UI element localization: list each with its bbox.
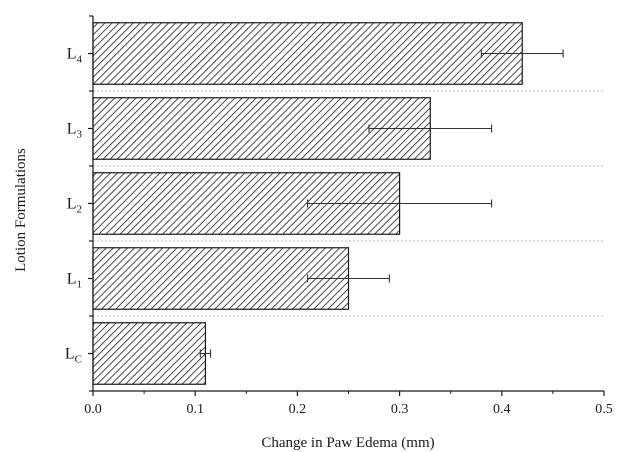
y-axis-label: Lotion Formulations (13, 148, 29, 272)
x-tick-label: 0.2 (289, 402, 307, 417)
y-tick-label: L1 (67, 271, 82, 291)
x-tick-label: 0.0 (84, 402, 102, 417)
ticks: L4 L3 L2 L1 LC 0.0 0.1 0.2 0.3 0.4 0.5 (65, 15, 613, 417)
y-tick-label: L4 (67, 46, 83, 66)
y-tick-label: L3 (67, 121, 83, 141)
bar-L1 (92, 247, 350, 310)
bar-LC (92, 322, 207, 385)
y-tick-label: L2 (67, 196, 82, 216)
x-axis-label: Change in Paw Edema (mm) (261, 435, 434, 451)
y-tick-label: LC (65, 346, 82, 366)
x-tick-label: 0.1 (186, 402, 204, 417)
x-tick-label: 0.3 (391, 402, 409, 417)
bar-L4 (92, 22, 523, 85)
x-tick-label: 0.4 (493, 402, 511, 417)
gridlines (93, 90, 604, 317)
error-bars (199, 49, 564, 358)
x-tick-label: 0.5 (595, 402, 613, 417)
